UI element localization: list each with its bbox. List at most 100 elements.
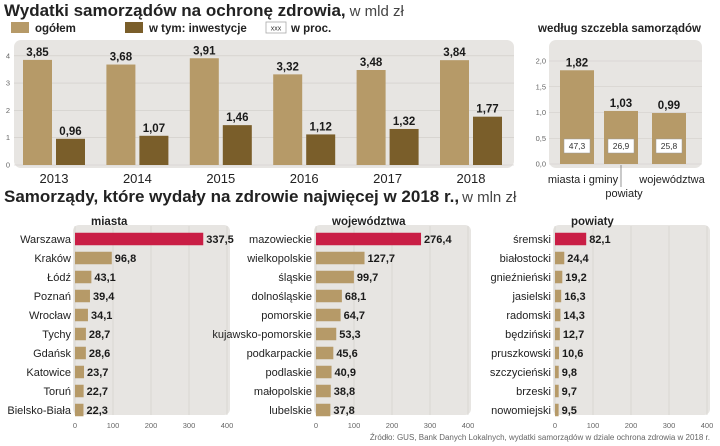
voivodeship-name-0: mazowieckie xyxy=(249,234,312,246)
cities-chart: miasta 0 100 200 300 400 Warszawa 337,5 Kraków 96… xyxy=(7,216,233,430)
level-value-0: 1,82 xyxy=(566,57,588,69)
city-name-4: Wrocław xyxy=(29,310,71,322)
bar-invest-2014 xyxy=(139,135,169,165)
voivodeship-name-7: podlaskie xyxy=(266,367,312,379)
voivodeship-name-6: podkarpackie xyxy=(247,348,312,360)
county-value-6: 10,6 xyxy=(562,348,583,360)
level-category-1: powiaty xyxy=(605,188,643,200)
city-name-3: Poznań xyxy=(34,291,71,303)
county-name-9: nowomiejski xyxy=(491,405,551,417)
county-name-6: pruszkowski xyxy=(491,348,551,360)
years-ytick: 3 xyxy=(6,79,10,88)
voivodeship-bar-2 xyxy=(316,270,354,284)
bar-total-2013 xyxy=(23,59,52,165)
label-invest-2017: 1,32 xyxy=(393,116,415,128)
voivodeship-value-8: 38,8 xyxy=(334,386,355,398)
county-xtick: 300 xyxy=(663,421,676,430)
city-bar-9 xyxy=(75,403,84,417)
level-pct-1: 26,9 xyxy=(613,141,630,151)
city-header: miasta xyxy=(91,216,128,228)
city-name-5: Tychy xyxy=(42,329,71,341)
county-value-3: 16,3 xyxy=(564,291,585,303)
label-invest-2015: 1,46 xyxy=(226,112,248,124)
county-value-2: 19,2 xyxy=(565,272,586,284)
voivodeship-value-9: 37,8 xyxy=(333,405,354,417)
years-chart: 0 1 2 3 4 3,85 0,96 2013 3,68 1,07 2014 3,91 1,46 201… xyxy=(6,45,514,186)
county-value-8: 9,7 xyxy=(562,386,577,398)
voivodeship-bar-7 xyxy=(316,365,332,379)
county-name-3: jasielski xyxy=(511,291,551,303)
section2-title-text: Samorządy, które wydały na zdrowie najwi… xyxy=(4,187,459,206)
voivodeship-xtick: 200 xyxy=(386,421,399,430)
city-name-1: Kraków xyxy=(34,253,71,265)
county-name-0: śremski xyxy=(513,234,551,246)
county-value-9: 9,5 xyxy=(562,405,577,417)
city-name-8: Toruń xyxy=(43,386,71,398)
city-bar-8 xyxy=(75,384,84,398)
voivodeship-value-2: 99,7 xyxy=(357,272,378,284)
county-xtick: 0 xyxy=(553,421,557,430)
city-bar-6 xyxy=(75,346,86,360)
voivodeship-bar-3 xyxy=(316,289,342,303)
legend-pct-box-text: xxx xyxy=(271,26,282,33)
cities-panel xyxy=(73,225,230,415)
bar-invest-2015 xyxy=(222,125,252,165)
voivodeship-bar-8 xyxy=(316,384,331,398)
county-header: powiaty xyxy=(571,216,614,228)
voivodeship-name-4: pomorskie xyxy=(261,310,312,322)
bar-invest-2017 xyxy=(389,128,419,165)
legend-pct-label: w proc. xyxy=(290,23,331,35)
bar-invest-2013 xyxy=(56,138,85,165)
legend-total-label: ogółem xyxy=(35,23,76,35)
year-label-2018: 2018 xyxy=(457,171,486,186)
voivodeship-value-7: 40,9 xyxy=(335,367,356,379)
level-bar-2 xyxy=(652,113,686,164)
level-bar-1 xyxy=(604,110,638,164)
level-ytick: 2,0 xyxy=(536,57,546,66)
label-invest-2016: 1,12 xyxy=(310,121,332,133)
legend-total-swatch xyxy=(11,22,29,33)
legend-invest-label: w tym: inwestycje xyxy=(148,23,247,35)
county-name-2: gnieźnieński xyxy=(490,272,551,284)
level-value-2: 0,99 xyxy=(658,100,680,112)
city-value-0: 337,5 xyxy=(206,234,234,246)
city-value-8: 22,7 xyxy=(87,386,108,398)
level-category-2: województwa xyxy=(638,174,705,186)
section2-title: Samorządy, które wydały na zdrowie najwi… xyxy=(4,187,517,206)
city-bar-1 xyxy=(75,251,112,265)
county-bar-5 xyxy=(555,327,560,341)
county-name-4: radomski xyxy=(506,310,551,322)
city-xtick: 200 xyxy=(145,421,158,430)
level-pct-0: 47,3 xyxy=(569,141,586,151)
city-value-6: 28,6 xyxy=(89,348,110,360)
county-value-5: 12,7 xyxy=(563,329,584,341)
voivodeship-xtick: 0 xyxy=(314,421,318,430)
city-value-5: 28,7 xyxy=(89,329,110,341)
level-pct-2: 25,8 xyxy=(661,141,678,151)
voivodeship-name-9: lubelskie xyxy=(269,405,312,417)
voivodeship-bar-5 xyxy=(316,327,337,341)
label-total-2016: 3,32 xyxy=(277,61,299,73)
voivodeship-value-3: 68,1 xyxy=(345,291,366,303)
level-pct-box-1 xyxy=(607,138,635,154)
city-value-4: 34,1 xyxy=(91,310,112,322)
voivodeship-header: województwa xyxy=(331,216,406,228)
county-value-7: 9,8 xyxy=(562,367,577,379)
voivodeship-bar-9 xyxy=(316,403,331,417)
bar-total-2018 xyxy=(440,60,469,165)
city-name-9: Bielsko-Biała xyxy=(7,405,71,417)
city-bar-2 xyxy=(75,270,92,284)
county-bar-6 xyxy=(555,346,560,360)
voivodeship-name-5: kujawsko-pomorskie xyxy=(212,329,312,341)
label-invest-2013: 0,96 xyxy=(59,126,81,138)
county-name-7: szczycieński xyxy=(490,367,551,379)
label-total-2018: 3,84 xyxy=(443,47,466,59)
voivodeship-name-8: małopolskie xyxy=(254,386,312,398)
county-xtick: 400 xyxy=(701,421,714,430)
voivodeships-chart: województwa 0 100 200 300 400 mazowieckie 276,4… xyxy=(212,216,474,430)
city-value-3: 39,4 xyxy=(93,291,115,303)
city-bar-5 xyxy=(75,327,86,341)
legend-pct-box xyxy=(265,21,287,34)
county-xtick: 200 xyxy=(625,421,638,430)
county-bar-4 xyxy=(555,308,561,322)
